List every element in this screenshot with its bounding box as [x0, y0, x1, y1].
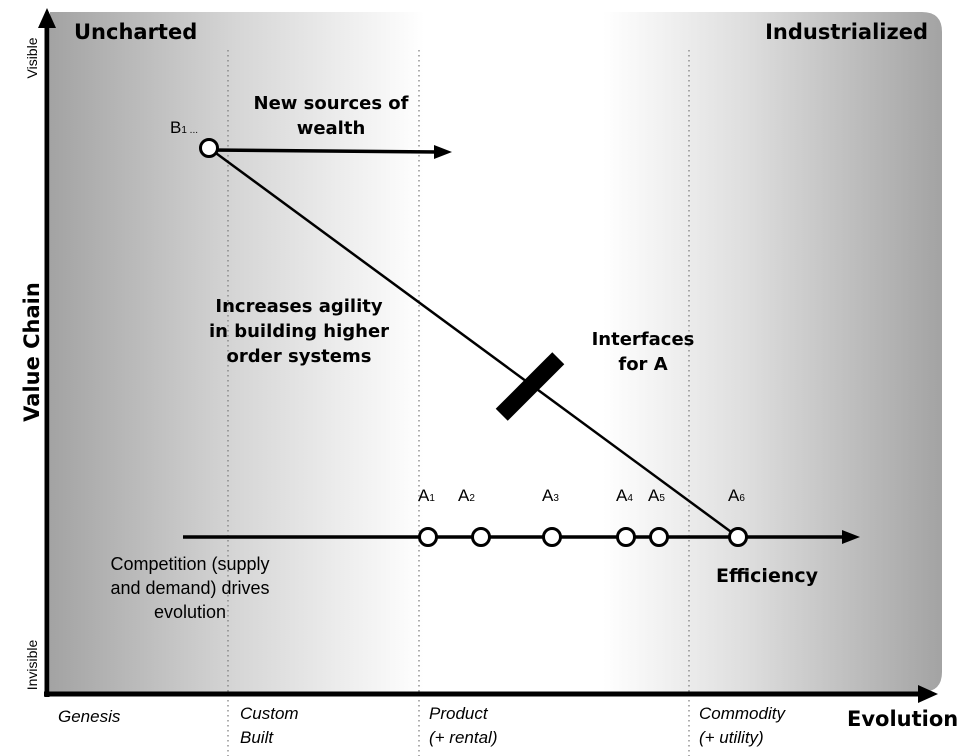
stage-custom-built: Custom Built	[240, 702, 299, 750]
a1-base: A	[418, 486, 430, 505]
node-a6-label: A6	[728, 486, 745, 506]
competition-line2: and demand) drives	[110, 578, 270, 598]
a5-base: A	[648, 486, 660, 505]
new-sources-arrow	[208, 148, 439, 154]
competition-annotation: Competition (supply and demand) drives e…	[80, 552, 300, 624]
node-a4-label: A4	[616, 486, 633, 506]
agility-line2: in building higher	[208, 321, 390, 342]
b1-to-a6-link	[208, 146, 739, 539]
value-chain-label: Value Chain	[20, 282, 44, 422]
node-a4	[616, 527, 636, 547]
industrialized-label: Industrialized	[765, 20, 928, 44]
competition-line3: evolution	[153, 602, 227, 622]
b1-sub: 1	[181, 125, 187, 136]
new-sources-annotation: New sources of wealth	[236, 91, 426, 141]
evolution-label: Evolution	[847, 707, 959, 731]
agility-line1: Increases agility	[215, 296, 383, 317]
agility-line3: order systems	[226, 346, 372, 367]
node-a2-label: A2	[458, 486, 475, 506]
a5-sub: 5	[659, 493, 665, 504]
stage-genesis-text: Genesis	[58, 707, 121, 726]
node-b1	[199, 138, 219, 158]
uncharted-label: Uncharted	[74, 20, 198, 44]
new-sources-line2: wealth	[296, 118, 366, 139]
competition-line1: Competition (supply	[110, 554, 270, 574]
visible-label: Visible	[24, 37, 40, 79]
interfaces-line2: for A	[618, 354, 668, 375]
stage-genesis: Genesis	[58, 705, 120, 729]
stage-commodity-line2: (+ utility)	[699, 728, 764, 747]
node-a2	[471, 527, 491, 547]
interfaces-bar	[495, 352, 565, 421]
a6-sub: 6	[739, 493, 745, 504]
y-axis-arrowhead-icon	[38, 8, 56, 28]
node-a3-label: A3	[542, 486, 559, 506]
node-a3	[542, 527, 562, 547]
stage-product-line2: (+ rental)	[429, 728, 498, 747]
stage-custom-line2: Built	[240, 728, 274, 747]
a1-sub: 1	[429, 493, 435, 504]
a2-sub: 2	[469, 493, 475, 504]
node-a1	[418, 527, 438, 547]
x-axis-arrowhead-icon	[918, 685, 938, 703]
node-a5	[649, 527, 669, 547]
b1-suffix: ...	[186, 125, 199, 136]
interfaces-annotation: Interfaces for A	[578, 327, 708, 377]
agility-annotation: Increases agility in building higher ord…	[184, 294, 414, 369]
invisible-label: Invisible	[24, 639, 40, 691]
node-a5-label: A5	[648, 486, 665, 506]
a3-base: A	[542, 486, 554, 505]
new-sources-line1: New sources of	[253, 93, 409, 114]
a2-base: A	[458, 486, 470, 505]
competition-arrowhead-icon	[842, 530, 860, 544]
node-b1-label: B1 ...	[170, 118, 198, 138]
stage-commodity: Commodity (+ utility)	[699, 702, 785, 750]
stage-commodity-line1: Commodity	[699, 704, 785, 723]
stage-product-line1: Product	[429, 704, 488, 723]
stage-product: Product (+ rental)	[429, 702, 498, 750]
node-a1-label: A1	[418, 486, 435, 506]
b1-base: B	[170, 118, 182, 137]
a4-base: A	[616, 486, 628, 505]
node-a6	[728, 527, 748, 547]
a4-sub: 4	[627, 493, 633, 504]
new-sources-arrowhead-icon	[434, 145, 452, 159]
stage-custom-line1: Custom	[240, 704, 299, 723]
efficiency-label: Efficiency	[716, 565, 819, 587]
a3-sub: 3	[553, 493, 559, 504]
interfaces-line1: Interfaces	[591, 329, 695, 350]
a6-base: A	[728, 486, 740, 505]
